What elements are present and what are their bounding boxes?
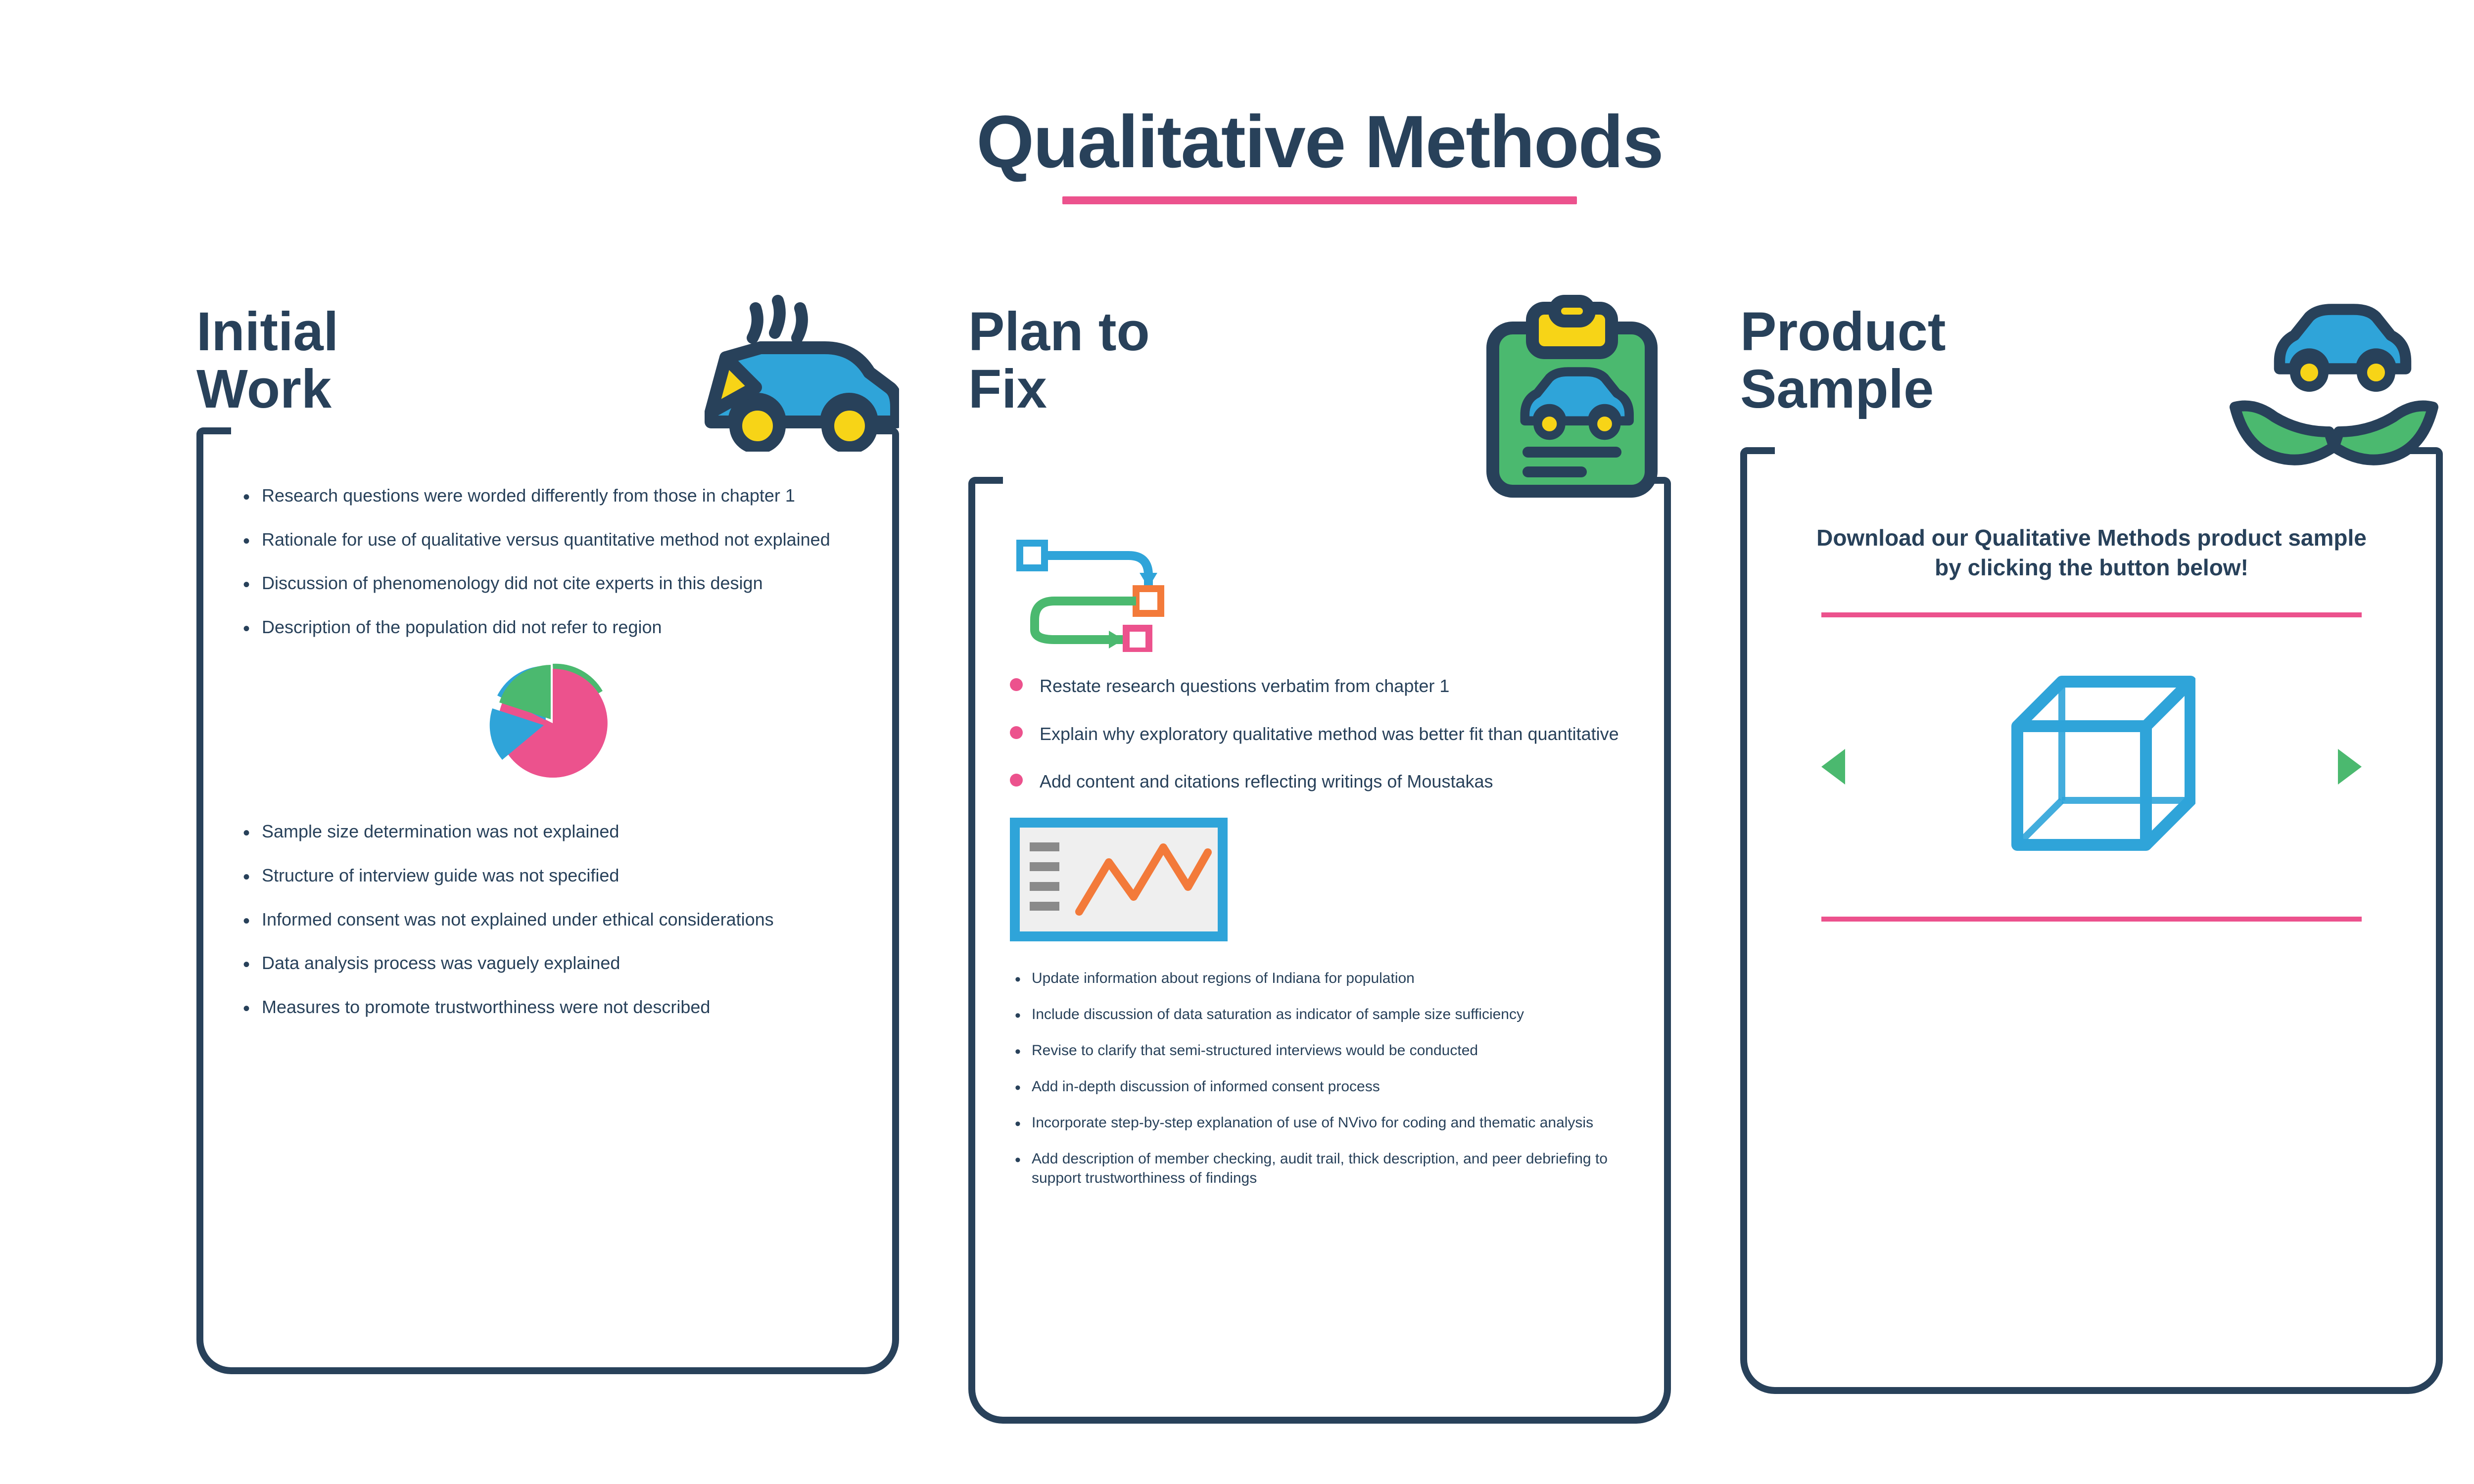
title-underline	[1062, 196, 1577, 204]
col3-card: Download our Qualitative Methods product…	[1740, 454, 2443, 1394]
list-item: Add description of member checking, audi…	[1010, 1149, 1629, 1188]
col1-header: Initial Work	[196, 293, 899, 454]
broken-car-icon	[691, 293, 899, 454]
col2-pink-bullets: Restate research questions verbatim from…	[1010, 674, 1629, 794]
list-item: Sample size determination was not explai…	[238, 820, 857, 844]
list-item: Update information about regions of Indi…	[1010, 969, 1629, 988]
col2-bullets-bottom: Update information about regions of Indi…	[1010, 969, 1629, 1188]
col1-title: Initial Work	[196, 303, 338, 417]
column-product-sample: Product Sample Download our Qualitative …	[1740, 293, 2443, 1394]
divider-top	[1821, 612, 2362, 617]
list-item: Incorporate step-by-step explanation of …	[1010, 1113, 1629, 1132]
list-item: Description of the population did not re…	[238, 615, 857, 640]
next-arrow-icon[interactable]	[2338, 749, 2362, 785]
sample-download-text: Download our Qualitative Methods product…	[1782, 523, 2401, 583]
col1-card: Research questions were worded different…	[196, 434, 899, 1374]
sample-carousel	[1782, 637, 2401, 897]
list-item: Rationale for use of qualitative versus …	[238, 528, 857, 552]
dashboard-chart-icon	[1010, 818, 1629, 944]
col2-title: Plan to Fix	[968, 303, 1150, 417]
list-item: Add in-depth discussion of informed cons…	[1010, 1077, 1629, 1096]
col3-header: Product Sample	[1740, 293, 2443, 474]
col3-title: Product Sample	[1740, 303, 1946, 417]
prev-arrow-icon[interactable]	[1821, 749, 1845, 785]
col2-header: Plan to Fix	[968, 293, 1671, 504]
cube-icon[interactable]	[1988, 667, 2195, 867]
list-item: Explain why exploratory qualitative meth…	[1010, 722, 1629, 746]
page-header: Qualitative Methods	[178, 99, 2461, 204]
col1-bullets-top: Research questions were worded different…	[238, 484, 857, 639]
column-plan-to-fix: Plan to Fix	[968, 293, 1671, 1424]
list-item: Revise to clarify that semi-structured i…	[1010, 1041, 1629, 1060]
list-item: Restate research questions verbatim from…	[1010, 674, 1629, 698]
pie-chart-icon	[238, 659, 857, 790]
list-item: Add content and citations reflecting wri…	[1010, 770, 1629, 794]
hands-car-icon	[2225, 293, 2443, 474]
clipboard-car-icon	[1473, 293, 1671, 504]
page-title: Qualitative Methods	[178, 99, 2461, 185]
list-item: Data analysis process was vaguely explai…	[238, 951, 857, 975]
list-item: Include discussion of data saturation as…	[1010, 1005, 1629, 1024]
col1-bullets-bottom: Sample size determination was not explai…	[238, 820, 857, 1019]
list-item: Structure of interview guide was not spe…	[238, 864, 857, 888]
list-item: Research questions were worded different…	[238, 484, 857, 508]
flowchart-icon	[1010, 533, 1629, 654]
columns: Initial Work	[178, 293, 2461, 1424]
column-initial-work: Initial Work	[196, 293, 899, 1374]
list-item: Informed consent was not explained under…	[238, 908, 857, 932]
list-item: Discussion of phenomenology did not cite…	[238, 571, 857, 596]
divider-bottom	[1821, 917, 2362, 922]
col2-card: Restate research questions verbatim from…	[968, 484, 1671, 1424]
list-item: Measures to promote trustworthiness were…	[238, 995, 857, 1020]
